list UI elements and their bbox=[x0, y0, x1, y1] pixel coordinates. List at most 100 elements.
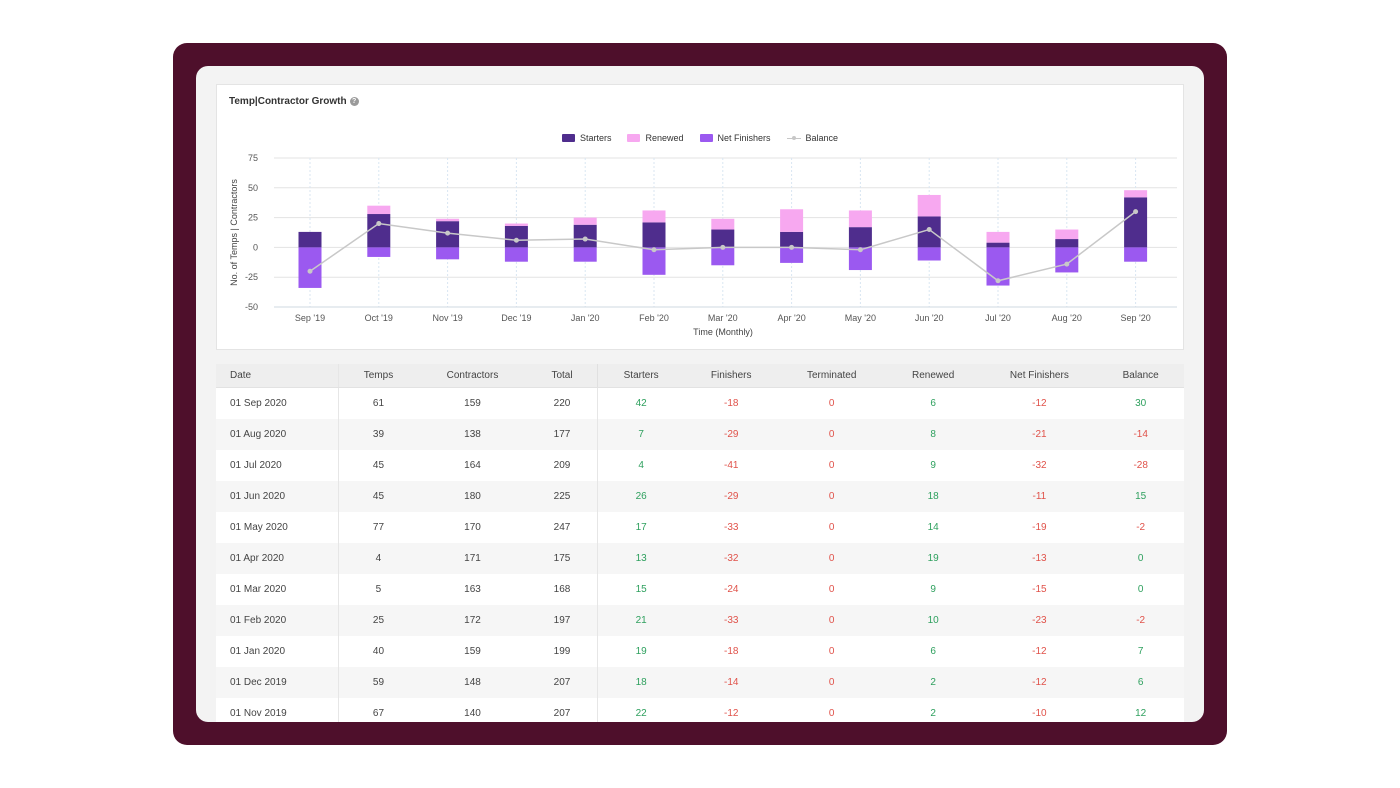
table-cell: 0 bbox=[1137, 584, 1144, 595]
table-cell: 6 bbox=[930, 646, 936, 657]
table-row[interactable]: 01 Feb 2020 25 172 197 21 -33 0 10 -23 -2 bbox=[216, 605, 1184, 636]
x-axis-title: Time (Monthly) bbox=[693, 327, 753, 337]
column-header[interactable]: Starters bbox=[597, 364, 684, 388]
table-cell: 171 bbox=[418, 543, 527, 574]
table-cell: 2 bbox=[884, 667, 982, 698]
legend-swatch-starters bbox=[561, 134, 575, 142]
table-cell: 01 Jan 2020 bbox=[216, 636, 339, 667]
table-cell: 0 bbox=[778, 605, 885, 636]
bar-starters bbox=[504, 225, 528, 248]
bar-starters bbox=[298, 231, 322, 248]
table-cell: -12 bbox=[981, 667, 1098, 698]
balance-point bbox=[513, 237, 519, 243]
table-cell: 164 bbox=[464, 460, 481, 471]
table-cell: 209 bbox=[526, 450, 599, 481]
bar-net-finishers bbox=[1124, 247, 1148, 262]
table-cell: 01 Mar 2020 bbox=[216, 574, 339, 605]
bar-starters bbox=[642, 222, 666, 248]
bar-renewed bbox=[780, 209, 804, 232]
table-cell: -10 bbox=[1032, 708, 1047, 719]
table-header-row: Date Temps Contractors Total Starters Finishe… bbox=[216, 364, 1184, 388]
y-tick-label: 75 bbox=[248, 153, 258, 163]
table-cell: -2 bbox=[1136, 522, 1146, 533]
column-header[interactable]: Temps bbox=[338, 364, 419, 388]
table-cell: 15 bbox=[1097, 481, 1184, 512]
table-cell: 168 bbox=[526, 574, 599, 605]
column-header[interactable]: Date bbox=[216, 364, 339, 388]
table-cell: 61 bbox=[372, 398, 385, 409]
y-tick-label: -50 bbox=[245, 302, 258, 312]
legend-renewed[interactable]: Renewed bbox=[627, 133, 684, 143]
table-row[interactable]: 01 Nov 2019 67 140 207 22 -12 0 2 -10 12 bbox=[216, 698, 1184, 722]
legend-net-finishers[interactable]: Net Finishers bbox=[699, 133, 771, 143]
table-cell: 01 Jun 2020 bbox=[216, 481, 339, 512]
table-row[interactable]: 01 Jun 2020 45 180 225 26 -29 0 18 -11 15 bbox=[216, 481, 1184, 512]
legend-swatch-renewed bbox=[627, 134, 641, 142]
table-row[interactable]: 01 Mar 2020 5 163 168 15 -24 0 9 -15 0 bbox=[216, 574, 1184, 605]
table-row[interactable]: 01 Aug 2020 39 138 177 7 -29 0 8 -21 -14 bbox=[216, 419, 1184, 450]
table-cell: 225 bbox=[526, 481, 599, 512]
column-header[interactable]: Contractors bbox=[418, 364, 527, 388]
table-row[interactable]: 01 Dec 2019 59 148 207 18 -14 0 2 -12 6 bbox=[216, 667, 1184, 698]
chart-title-text: Temp|Contractor Growth bbox=[229, 96, 347, 107]
bar-starters bbox=[367, 214, 391, 248]
table-cell: 4 bbox=[338, 543, 419, 574]
table-cell: 13 bbox=[597, 543, 684, 574]
table-cell: 01 Nov 2019 bbox=[216, 698, 339, 722]
column-header[interactable]: Finishers bbox=[683, 364, 779, 388]
table-cell: 140 bbox=[464, 708, 481, 719]
table-cell: 172 bbox=[418, 605, 527, 636]
table-cell: 199 bbox=[526, 636, 599, 667]
column-header[interactable]: Renewed bbox=[884, 364, 982, 388]
table-cell: -15 bbox=[1032, 584, 1047, 595]
legend-label-renewed: Renewed bbox=[645, 133, 684, 143]
balance-point bbox=[582, 236, 588, 242]
growth-table-container: Date Temps Contractors Total Starters Finishe… bbox=[216, 364, 1184, 722]
table-cell: 180 bbox=[418, 481, 527, 512]
x-tick-label: Jan '20 bbox=[571, 313, 600, 323]
table-row[interactable]: 01 Sep 2020 61 159 220 42 -18 0 6 -12 30 bbox=[216, 387, 1184, 419]
table-row[interactable]: 01 Jan 2020 40 159 199 19 -18 0 6 -12 7 bbox=[216, 636, 1184, 667]
question-circle-icon[interactable]: ? bbox=[349, 97, 359, 106]
table-cell: 10 bbox=[884, 605, 982, 636]
table-cell: 0 bbox=[828, 398, 835, 409]
table-cell: 138 bbox=[418, 419, 527, 450]
legend-swatch-balance bbox=[786, 134, 801, 142]
table-cell: 197 bbox=[526, 605, 599, 636]
bar-net-finishers bbox=[504, 247, 528, 262]
table-cell: -33 bbox=[683, 605, 779, 636]
balance-point bbox=[720, 244, 726, 250]
table-cell: -24 bbox=[723, 584, 739, 595]
app-screen: 75 50 25 0 -25 -50 No. of Temps | Contractors S… bbox=[196, 66, 1204, 722]
column-header[interactable]: Net Finishers bbox=[981, 364, 1098, 388]
column-header[interactable]: Terminated bbox=[778, 364, 885, 388]
column-header[interactable]: Balance bbox=[1097, 364, 1184, 388]
table-cell: 5 bbox=[375, 584, 382, 595]
growth-table: Date Temps Contractors Total Starters Finishe… bbox=[216, 364, 1184, 722]
table-row[interactable]: 01 Jul 2020 45 164 209 4 -41 0 9 -32 -28 bbox=[216, 450, 1184, 481]
table-cell: 8 bbox=[884, 419, 982, 450]
legend-swatch-net-finishers bbox=[699, 134, 713, 142]
table-cell: 0 bbox=[828, 460, 835, 471]
legend-label-balance: Balance bbox=[805, 133, 839, 143]
table-row[interactable]: 01 Apr 2020 4 171 175 13 -32 0 19 -13 0 bbox=[216, 543, 1184, 574]
bar-renewed bbox=[504, 223, 528, 226]
legend-starters[interactable]: Starters bbox=[561, 133, 611, 143]
legend-balance[interactable]: Balance bbox=[786, 133, 839, 143]
growth-chart: 75 50 25 0 -25 -50 No. of Temps | Contractors S… bbox=[229, 153, 1177, 337]
column-header[interactable]: Total bbox=[526, 364, 599, 388]
table-cell: 01 Aug 2020 bbox=[216, 419, 339, 450]
table-cell: -13 bbox=[981, 543, 1098, 574]
balance-point bbox=[307, 268, 313, 274]
table-cell: 30 bbox=[1135, 398, 1147, 409]
table-row[interactable]: 01 May 2020 77 170 247 17 -33 0 14 -19 -2 bbox=[216, 512, 1184, 543]
table-cell: 163 bbox=[464, 584, 481, 595]
chart-title: Temp|Contractor Growth ? bbox=[229, 96, 359, 107]
bar-net-finishers bbox=[298, 247, 322, 288]
bar-starters bbox=[1055, 239, 1079, 248]
table-cell: 0 bbox=[828, 522, 835, 533]
table-cell: 0 bbox=[828, 708, 835, 719]
y-tick-label: 50 bbox=[248, 183, 258, 193]
balance-point bbox=[857, 247, 863, 253]
y-tick-label: -25 bbox=[245, 272, 258, 282]
